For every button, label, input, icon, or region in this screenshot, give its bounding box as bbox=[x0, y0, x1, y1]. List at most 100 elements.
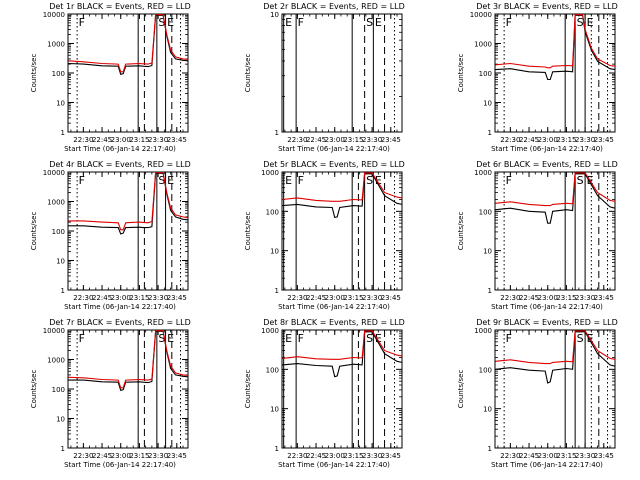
y-tick-label: 100 bbox=[479, 366, 492, 374]
series-line-lld bbox=[282, 330, 403, 360]
y-tick-label: 100 bbox=[52, 228, 65, 236]
x-tick-label: 22:45 bbox=[519, 452, 539, 460]
time-marker-label: F bbox=[506, 174, 512, 187]
x-tick-label: 23:00 bbox=[111, 294, 131, 302]
x-tick-label: 22:45 bbox=[92, 294, 112, 302]
x-tick-label: 22:30 bbox=[73, 136, 93, 144]
y-tick-label: 1 bbox=[488, 445, 492, 453]
y-axis-label: Counts/sec bbox=[457, 212, 465, 251]
time-marker-label: S bbox=[577, 332, 584, 345]
x-tick-label: 23:15 bbox=[556, 294, 576, 302]
y-tick-label: 1 bbox=[488, 129, 492, 137]
y-tick-label: 100 bbox=[52, 386, 65, 394]
time-marker-label: S bbox=[577, 174, 584, 187]
x-tick-label: 23:15 bbox=[129, 294, 149, 302]
x-tick-label: 22:45 bbox=[92, 136, 112, 144]
y-tick-label: 10 bbox=[270, 406, 279, 414]
y-axis-label: Counts/sec bbox=[244, 212, 252, 251]
x-axis-label: Start Time (06-Jan-14 22:17:40) bbox=[278, 145, 390, 153]
y-tick-label: 10 bbox=[270, 248, 279, 256]
x-axis-label: Start Time (06-Jan-14 22:17:40) bbox=[278, 303, 390, 311]
x-tick-label: 23:15 bbox=[556, 452, 576, 460]
y-tick-label: 10 bbox=[483, 406, 492, 414]
y-tick-label: 10000 bbox=[470, 11, 492, 19]
x-tick-label: 23:30 bbox=[148, 294, 168, 302]
y-axis-label: Counts/sec bbox=[457, 370, 465, 409]
x-axis-label: Start Time (06-Jan-14 22:17:40) bbox=[64, 461, 176, 469]
y-tick-label: 100 bbox=[479, 208, 492, 216]
x-tick-label: 23:45 bbox=[594, 452, 614, 460]
x-tick-label: 23:45 bbox=[167, 294, 187, 302]
time-marker-label: E bbox=[375, 174, 382, 187]
x-tick-label: 22:45 bbox=[306, 294, 326, 302]
x-tick-label: 23:45 bbox=[381, 136, 401, 144]
x-tick-label: 22:30 bbox=[73, 294, 93, 302]
x-axis-label: Start Time (06-Jan-14 22:17:40) bbox=[491, 461, 603, 469]
time-marker-label: S bbox=[158, 332, 165, 345]
y-tick-label: 1 bbox=[61, 445, 65, 453]
time-marker-label: E bbox=[375, 16, 382, 29]
x-tick-label: 23:30 bbox=[362, 294, 382, 302]
plot-frame bbox=[494, 13, 616, 133]
series-line-lld bbox=[495, 330, 616, 365]
x-tick-label: 22:30 bbox=[287, 136, 307, 144]
y-tick-label: 100 bbox=[266, 366, 279, 374]
x-tick-label: 23:30 bbox=[362, 136, 382, 144]
x-tick-label: 22:45 bbox=[519, 136, 539, 144]
x-tick-label: 22:30 bbox=[73, 452, 93, 460]
x-tick-label: 23:15 bbox=[129, 452, 149, 460]
time-marker-label: E bbox=[587, 16, 594, 29]
y-tick-label: 1000 bbox=[47, 357, 65, 365]
time-marker-label: F bbox=[506, 332, 512, 345]
x-tick-label: 23:00 bbox=[538, 294, 558, 302]
y-tick-label: 1000 bbox=[261, 169, 279, 177]
plot-frame bbox=[67, 13, 189, 133]
y-tick-label: 10 bbox=[270, 11, 279, 19]
detector-panel-5: Det 5r BLACK = Events, RED = LLD Counts/s… bbox=[244, 160, 405, 311]
x-tick-label: 22:45 bbox=[519, 294, 539, 302]
x-tick-label: 22:30 bbox=[287, 294, 307, 302]
plot-frame bbox=[494, 329, 616, 449]
y-tick-label: 10 bbox=[483, 248, 492, 256]
panel-title: Det 5r BLACK = Events, RED = LLD bbox=[263, 160, 405, 169]
detector-panel-2: Det 2r BLACK = Events, RED = LLD Counts/s… bbox=[244, 2, 405, 153]
y-tick-label: 1000 bbox=[474, 41, 492, 49]
x-tick-label: 23:30 bbox=[575, 294, 595, 302]
x-tick-label: 23:30 bbox=[362, 452, 382, 460]
series-line-events bbox=[68, 172, 189, 235]
x-axis-label: Start Time (06-Jan-14 22:17:40) bbox=[278, 461, 390, 469]
x-tick-label: 23:15 bbox=[343, 452, 363, 460]
y-axis-label: Counts/sec bbox=[30, 54, 38, 93]
x-tick-label: 23:00 bbox=[538, 452, 558, 460]
y-tick-label: 100 bbox=[266, 208, 279, 216]
y-axis-label: Counts/sec bbox=[244, 54, 252, 93]
detector-panel-8: Det 8r BLACK = Events, RED = LLD Counts/s… bbox=[244, 318, 405, 469]
x-tick-label: 22:45 bbox=[306, 452, 326, 460]
series-line-events bbox=[68, 14, 189, 75]
x-tick-label: 23:15 bbox=[343, 294, 363, 302]
x-axis-label: Start Time (06-Jan-14 22:17:40) bbox=[491, 303, 603, 311]
x-tick-label: 23:15 bbox=[343, 136, 363, 144]
panel-title: Det 2r BLACK = Events, RED = LLD bbox=[263, 2, 405, 11]
time-marker-label: F bbox=[298, 332, 304, 345]
x-tick-label: 23:30 bbox=[148, 136, 168, 144]
panel-title: Det 4r BLACK = Events, RED = LLD bbox=[49, 160, 191, 169]
y-tick-label: 1000 bbox=[47, 199, 65, 207]
plot-frame bbox=[67, 171, 189, 291]
detector-panel-9: Det 9r BLACK = Events, RED = LLD Counts/s… bbox=[457, 318, 618, 469]
plot-frame bbox=[281, 13, 403, 133]
x-tick-label: 23:45 bbox=[167, 452, 187, 460]
x-axis-label: Start Time (06-Jan-14 22:17:40) bbox=[64, 145, 176, 153]
y-axis-label: Counts/sec bbox=[457, 54, 465, 93]
x-tick-label: 23:00 bbox=[325, 294, 345, 302]
time-marker-label: F bbox=[506, 16, 512, 29]
series-line-events bbox=[495, 14, 616, 81]
y-axis-label: Counts/sec bbox=[30, 370, 38, 409]
x-tick-label: 23:45 bbox=[381, 294, 401, 302]
series-line-lld bbox=[495, 172, 616, 207]
x-tick-label: 23:15 bbox=[129, 136, 149, 144]
panel-title: Det 6r BLACK = Events, RED = LLD bbox=[476, 160, 618, 169]
y-tick-label: 1 bbox=[275, 445, 279, 453]
time-marker-label: F bbox=[298, 174, 304, 187]
y-tick-label: 1 bbox=[488, 287, 492, 295]
